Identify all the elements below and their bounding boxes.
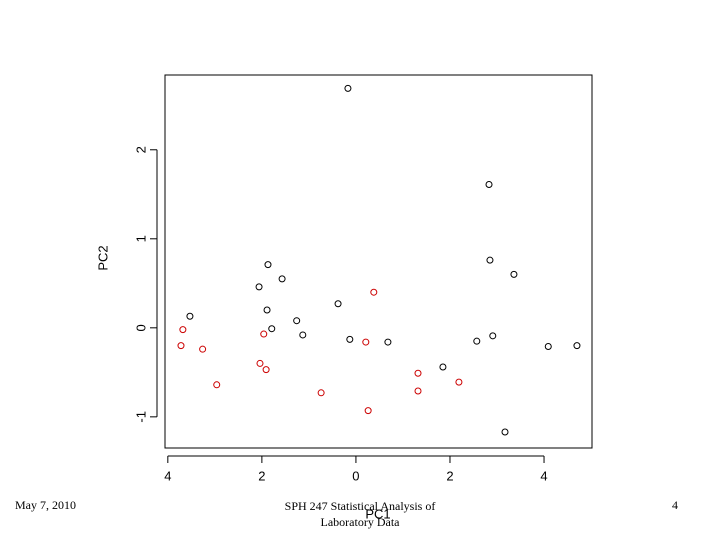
point: [186, 312, 194, 320]
point: [268, 325, 276, 333]
x-tick-label: 0: [352, 468, 359, 483]
point: [573, 342, 581, 350]
point: [544, 343, 552, 351]
x-tick-label: 4: [540, 468, 547, 483]
point: [177, 342, 185, 350]
point: [255, 283, 263, 291]
point: [485, 180, 493, 188]
y-tick-label: 1: [133, 235, 148, 242]
x-tick-label: 2: [258, 468, 265, 483]
point: [414, 387, 422, 395]
point: [370, 288, 378, 296]
point: [179, 326, 187, 334]
y-axis-label: PC2: [95, 245, 110, 270]
point: [293, 317, 301, 325]
point: [489, 332, 497, 340]
point: [334, 300, 342, 308]
footer-title: SPH 247 Statistical Analysis of Laborato…: [284, 499, 436, 529]
point: [439, 363, 447, 371]
point: [510, 270, 518, 278]
x-tick-label: 4: [164, 468, 171, 483]
y-tick-label: 0: [133, 324, 148, 331]
point: [473, 337, 481, 345]
point: [199, 345, 207, 353]
point: [299, 331, 307, 339]
plot-frame: [164, 74, 593, 449]
point: [344, 84, 352, 92]
point: [501, 428, 509, 436]
point: [362, 338, 370, 346]
point: [278, 275, 286, 283]
point: [364, 407, 372, 415]
point: [486, 256, 494, 264]
point: [256, 359, 264, 367]
footer-page: 4: [672, 498, 678, 512]
point: [384, 338, 392, 346]
point: [260, 330, 268, 338]
point: [262, 366, 270, 374]
point: [317, 389, 325, 397]
point: [414, 369, 422, 377]
point: [455, 378, 463, 386]
x-tick-label: 2: [446, 468, 453, 483]
footer-date: May 7, 2010: [15, 498, 76, 512]
point: [263, 306, 271, 314]
x-axis-label: PC1: [365, 506, 390, 521]
point: [264, 261, 272, 269]
y-tick-label: -1: [133, 411, 148, 423]
y-tick-label: 2: [133, 146, 148, 153]
point: [213, 381, 221, 389]
point: [346, 335, 354, 343]
